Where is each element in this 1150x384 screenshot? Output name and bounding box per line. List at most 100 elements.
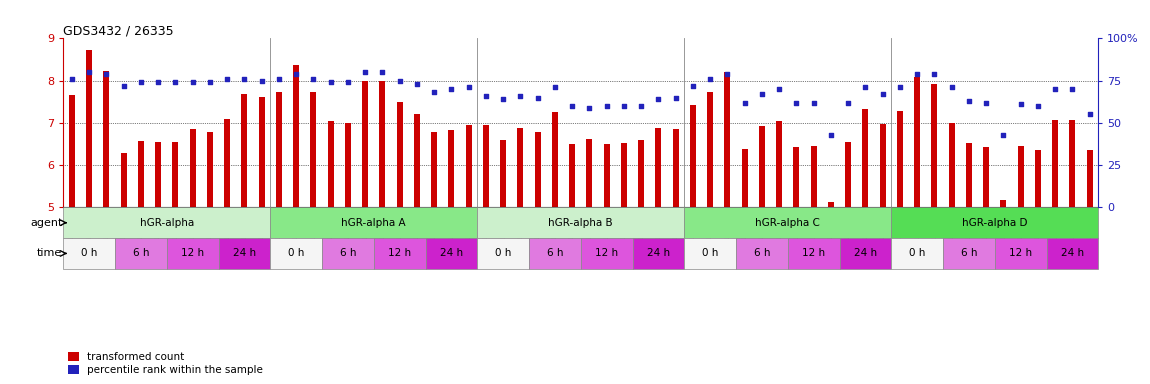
Bar xyxy=(891,238,943,269)
Point xyxy=(978,99,996,106)
Bar xyxy=(742,149,748,207)
Bar xyxy=(167,238,218,269)
Point xyxy=(304,76,322,82)
Bar xyxy=(322,238,374,269)
Bar xyxy=(604,144,610,207)
Point xyxy=(97,71,115,77)
Bar xyxy=(793,147,799,207)
Point xyxy=(426,89,444,96)
Bar xyxy=(138,141,144,207)
Point xyxy=(269,76,288,82)
Text: 6 h: 6 h xyxy=(960,248,978,258)
Point xyxy=(614,103,632,109)
Bar xyxy=(121,153,126,207)
Point xyxy=(442,86,460,92)
Bar xyxy=(880,124,886,207)
Bar xyxy=(345,123,351,207)
Text: 6 h: 6 h xyxy=(132,248,150,258)
Point xyxy=(373,69,391,75)
Bar xyxy=(270,238,322,269)
Bar xyxy=(207,132,213,207)
Bar xyxy=(811,146,816,207)
Text: 0 h: 0 h xyxy=(908,248,926,258)
Point xyxy=(943,84,961,91)
Point xyxy=(288,71,306,77)
Text: hGR-alpha B: hGR-alpha B xyxy=(549,218,613,228)
Point xyxy=(1046,86,1065,92)
Point xyxy=(81,69,98,75)
Point xyxy=(1012,101,1030,108)
Text: 0 h: 0 h xyxy=(702,248,719,258)
Bar xyxy=(1035,151,1041,207)
Bar xyxy=(776,121,782,207)
Bar xyxy=(943,238,995,269)
Bar xyxy=(1018,146,1024,207)
Text: 6 h: 6 h xyxy=(753,248,770,258)
Point xyxy=(667,94,685,101)
Text: hGR-alpha C: hGR-alpha C xyxy=(756,218,820,228)
Bar xyxy=(63,207,270,238)
Bar xyxy=(638,140,644,207)
Text: hGR-alpha A: hGR-alpha A xyxy=(342,218,406,228)
Text: 0 h: 0 h xyxy=(81,248,98,258)
Point xyxy=(649,96,667,102)
Bar xyxy=(431,132,437,207)
Bar xyxy=(276,93,282,207)
Bar xyxy=(724,72,730,207)
Bar xyxy=(673,129,678,207)
Bar xyxy=(69,95,75,207)
Point xyxy=(511,93,529,99)
Bar xyxy=(448,131,454,207)
Bar xyxy=(270,207,477,238)
Bar xyxy=(932,84,937,207)
Point xyxy=(115,83,132,89)
Point xyxy=(874,91,892,97)
Bar xyxy=(552,112,558,207)
Bar xyxy=(259,97,264,207)
Bar xyxy=(414,114,420,207)
Bar xyxy=(466,125,472,207)
Text: 0 h: 0 h xyxy=(494,248,512,258)
Point xyxy=(1029,103,1048,109)
Bar xyxy=(380,81,385,207)
Text: 12 h: 12 h xyxy=(1009,248,1033,258)
Point xyxy=(1063,86,1081,92)
Point xyxy=(253,78,271,84)
Text: 24 h: 24 h xyxy=(232,248,256,258)
Bar xyxy=(328,121,334,207)
Bar xyxy=(983,147,989,207)
Bar xyxy=(995,238,1046,269)
Text: 6 h: 6 h xyxy=(546,248,564,258)
Point xyxy=(598,103,616,109)
Text: 12 h: 12 h xyxy=(181,248,205,258)
Bar xyxy=(374,238,426,269)
Bar xyxy=(293,65,299,207)
Bar xyxy=(115,238,167,269)
Bar xyxy=(569,144,575,207)
Point xyxy=(184,79,202,85)
Bar xyxy=(966,143,972,207)
Text: 24 h: 24 h xyxy=(439,248,463,258)
Bar xyxy=(218,238,270,269)
Point xyxy=(391,78,409,84)
Text: 24 h: 24 h xyxy=(1060,248,1084,258)
Bar xyxy=(891,207,1098,238)
Text: 0 h: 0 h xyxy=(288,248,305,258)
Text: 12 h: 12 h xyxy=(595,248,619,258)
Point xyxy=(460,84,478,91)
Bar xyxy=(86,50,92,207)
Bar xyxy=(949,123,954,207)
Bar xyxy=(310,93,316,207)
Bar xyxy=(242,94,247,207)
Bar xyxy=(362,81,368,207)
Text: GDS3432 / 26335: GDS3432 / 26335 xyxy=(63,24,174,37)
Point xyxy=(200,79,218,85)
Text: 24 h: 24 h xyxy=(646,248,670,258)
Point xyxy=(805,99,823,106)
Bar xyxy=(529,238,581,269)
Bar xyxy=(104,71,109,207)
Point xyxy=(62,76,81,82)
Point xyxy=(856,84,875,91)
Point xyxy=(529,94,547,101)
Point xyxy=(581,104,599,111)
